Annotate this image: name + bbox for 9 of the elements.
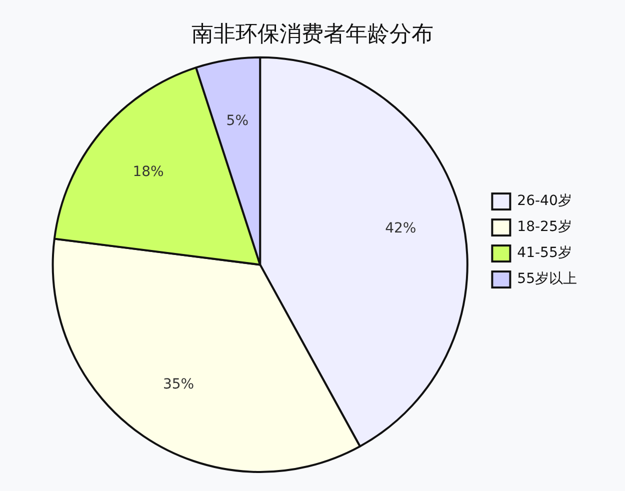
data-label: 5% (226, 113, 248, 130)
data-label: 35% (162, 376, 194, 392)
legend-label: 18-25岁 (517, 219, 572, 236)
legend-label: 26-40岁 (517, 193, 572, 210)
legend-label: 55岁以上 (517, 271, 578, 288)
chart-title: 南非环保消费者年龄分布 (192, 22, 434, 47)
legend-label: 41-55岁 (517, 245, 572, 262)
data-label: 18% (132, 164, 164, 180)
data-label: 42% (385, 220, 416, 236)
